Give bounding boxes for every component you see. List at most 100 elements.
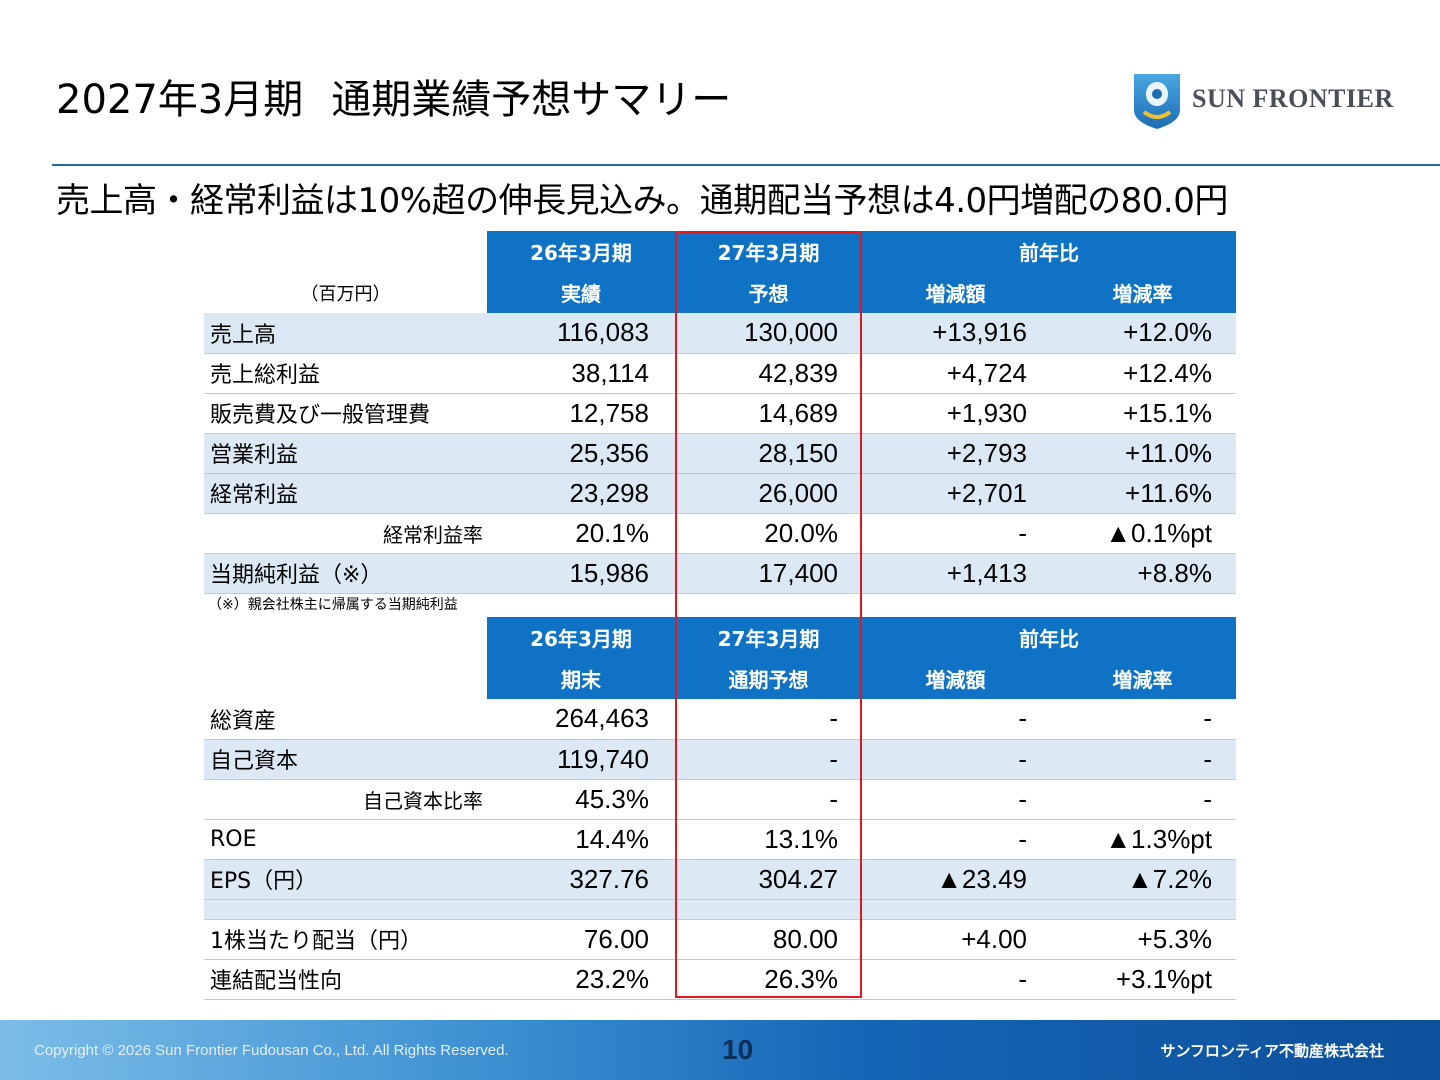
table-row: 販売費及び一般管理費 12,758 14,689 +1,930 +15.1%	[204, 393, 1236, 434]
row-label: 自己資本比率	[204, 779, 487, 820]
col-header-yoy: 前年比	[862, 617, 1236, 658]
title-period: 2027年3月期	[56, 77, 304, 123]
cell-value: 304.27	[675, 859, 862, 900]
col-header-fy26: 26年3月期	[487, 617, 675, 658]
cell-value: +15.1%	[1049, 393, 1236, 434]
cell-value: 20.1%	[487, 513, 675, 554]
cell-value: +1,413	[862, 553, 1049, 594]
cell-value: 26.3%	[675, 959, 862, 1000]
page-number: 10	[722, 1034, 754, 1065]
cell-value: -	[862, 513, 1049, 554]
col-header-change-amount: 増減額	[862, 272, 1049, 313]
cell-value: +2,701	[862, 473, 1049, 514]
page-title: 2027年3月期 通期業績予想サマリー	[56, 74, 731, 126]
cell-value: 42,839	[675, 353, 862, 394]
cell-value: -	[1049, 699, 1236, 740]
table-row: 総資産 264,463 - - -	[204, 699, 1236, 740]
cell-value: -	[1049, 739, 1236, 780]
cell-value: -	[675, 779, 862, 820]
cell-value: 116,083	[487, 313, 675, 354]
cell-value: +12.4%	[1049, 353, 1236, 394]
cell-value: 25,356	[487, 433, 675, 474]
cell-value: 14,689	[675, 393, 862, 434]
table-row: ROE 14.4% 13.1% - ▲1.3%pt	[204, 819, 1236, 860]
cell-value: -	[862, 779, 1049, 820]
cell-value: -	[1049, 779, 1236, 820]
table-row: 経常利益率 20.1% 20.0% - ▲0.1%pt	[204, 513, 1236, 554]
cell-value: +3.1%pt	[1049, 959, 1236, 1000]
row-label: 総資産	[204, 699, 487, 740]
cell-value: 20.0%	[675, 513, 862, 554]
cell-value: -	[862, 819, 1049, 860]
spacer-row	[204, 899, 1236, 920]
cell-value: +1,930	[862, 393, 1049, 434]
title-divider	[52, 164, 1440, 166]
cell-value: +5.3%	[1049, 919, 1236, 960]
cell-value: 38,114	[487, 353, 675, 394]
unit-label: （百万円）	[204, 272, 487, 313]
headline-summary: 売上高・経常利益は10%超の伸長見込み。通期配当予想は4.0円増配の80.0円	[56, 181, 1228, 221]
cell-value: 80.00	[675, 919, 862, 960]
row-label: 当期純利益（※）	[204, 553, 487, 594]
cell-value: 26,000	[675, 473, 862, 514]
pl-forecast-table: 26年3月期 27年3月期 前年比 （百万円） 実績 予想 増減額 増減率 売上…	[204, 231, 1236, 594]
row-label: 自己資本	[204, 739, 487, 780]
cell-value: -	[862, 699, 1049, 740]
footer-bar: Copyright © 2026 Sun Frontier Fudousan C…	[0, 1020, 1440, 1080]
cell-value: -	[862, 959, 1049, 1000]
cell-value: +12.0%	[1049, 313, 1236, 354]
cell-value: 119,740	[487, 739, 675, 780]
col-header-actual: 実績	[487, 272, 675, 313]
col-header-change-rate: 増減率	[1049, 272, 1236, 313]
company-logo: SUN FRONTIER	[1132, 72, 1394, 132]
row-label: EPS（円）	[204, 859, 487, 900]
logo-text: SUN FRONTIER	[1192, 84, 1394, 113]
cell-value: +2,793	[862, 433, 1049, 474]
table-row: 経常利益 23,298 26,000 +2,701 +11.6%	[204, 473, 1236, 514]
table-row: 1株当たり配当（円） 76.00 80.00 +4.00 +5.3%	[204, 919, 1236, 960]
company-name: サンフロンティア不動産株式会社	[1160, 1042, 1384, 1060]
cell-value: -	[675, 699, 862, 740]
col-header-change-rate: 増減率	[1049, 658, 1236, 699]
table-row: 自己資本 119,740 - - -	[204, 739, 1236, 780]
cell-value: +11.0%	[1049, 433, 1236, 474]
table-header-row: 26年3月期 27年3月期 前年比	[204, 617, 1236, 658]
cell-value: +13,916	[862, 313, 1049, 354]
cell-value: +11.6%	[1049, 473, 1236, 514]
col-header-change-amount: 増減額	[862, 658, 1049, 699]
col-header-fy26: 26年3月期	[487, 231, 675, 272]
cell-value: -	[862, 739, 1049, 780]
title-main: 通期業績予想サマリー	[331, 77, 732, 123]
table-row: 自己資本比率 45.3% - - -	[204, 779, 1236, 820]
row-label: 連結配当性向	[204, 959, 487, 1000]
table-row: EPS（円） 327.76 304.27 ▲23.49 ▲7.2%	[204, 859, 1236, 900]
row-label: 経常利益率	[204, 513, 487, 554]
table-header-row: （百万円） 実績 予想 増減額 増減率	[204, 272, 1236, 313]
row-label: 売上高	[204, 313, 487, 354]
cell-value: ▲23.49	[862, 859, 1049, 900]
cell-value: 45.3%	[487, 779, 675, 820]
cell-value: 28,150	[675, 433, 862, 474]
col-header-period-end: 期末	[487, 658, 675, 699]
cell-value: 264,463	[487, 699, 675, 740]
cell-value: ▲0.1%pt	[1049, 513, 1236, 554]
cell-value: 23,298	[487, 473, 675, 514]
cell-value: 14.4%	[487, 819, 675, 860]
cell-value: +4.00	[862, 919, 1049, 960]
col-header-fy27: 27年3月期	[675, 231, 862, 272]
sun-frontier-emblem-icon	[1134, 74, 1180, 129]
cell-value: 15,986	[487, 553, 675, 594]
col-header-full-year-forecast: 通期予想	[675, 658, 862, 699]
row-label: 経常利益	[204, 473, 487, 514]
bs-forecast-table: 26年3月期 27年3月期 前年比 期末 通期予想 増減額 増減率 総資産 26…	[204, 617, 1236, 1000]
cell-value: 23.2%	[487, 959, 675, 1000]
row-label: 1株当たり配当（円）	[204, 919, 487, 960]
cell-value: 130,000	[675, 313, 862, 354]
table-header-row: 期末 通期予想 増減額 増減率	[204, 658, 1236, 699]
cell-value: ▲1.3%pt	[1049, 819, 1236, 860]
copyright-text: Copyright © 2026 Sun Frontier Fudousan C…	[34, 1042, 509, 1059]
row-label: 営業利益	[204, 433, 487, 474]
cell-value: 12,758	[487, 393, 675, 434]
col-header-forecast: 予想	[675, 272, 862, 313]
table-row: 売上高 116,083 130,000 +13,916 +12.0%	[204, 313, 1236, 354]
